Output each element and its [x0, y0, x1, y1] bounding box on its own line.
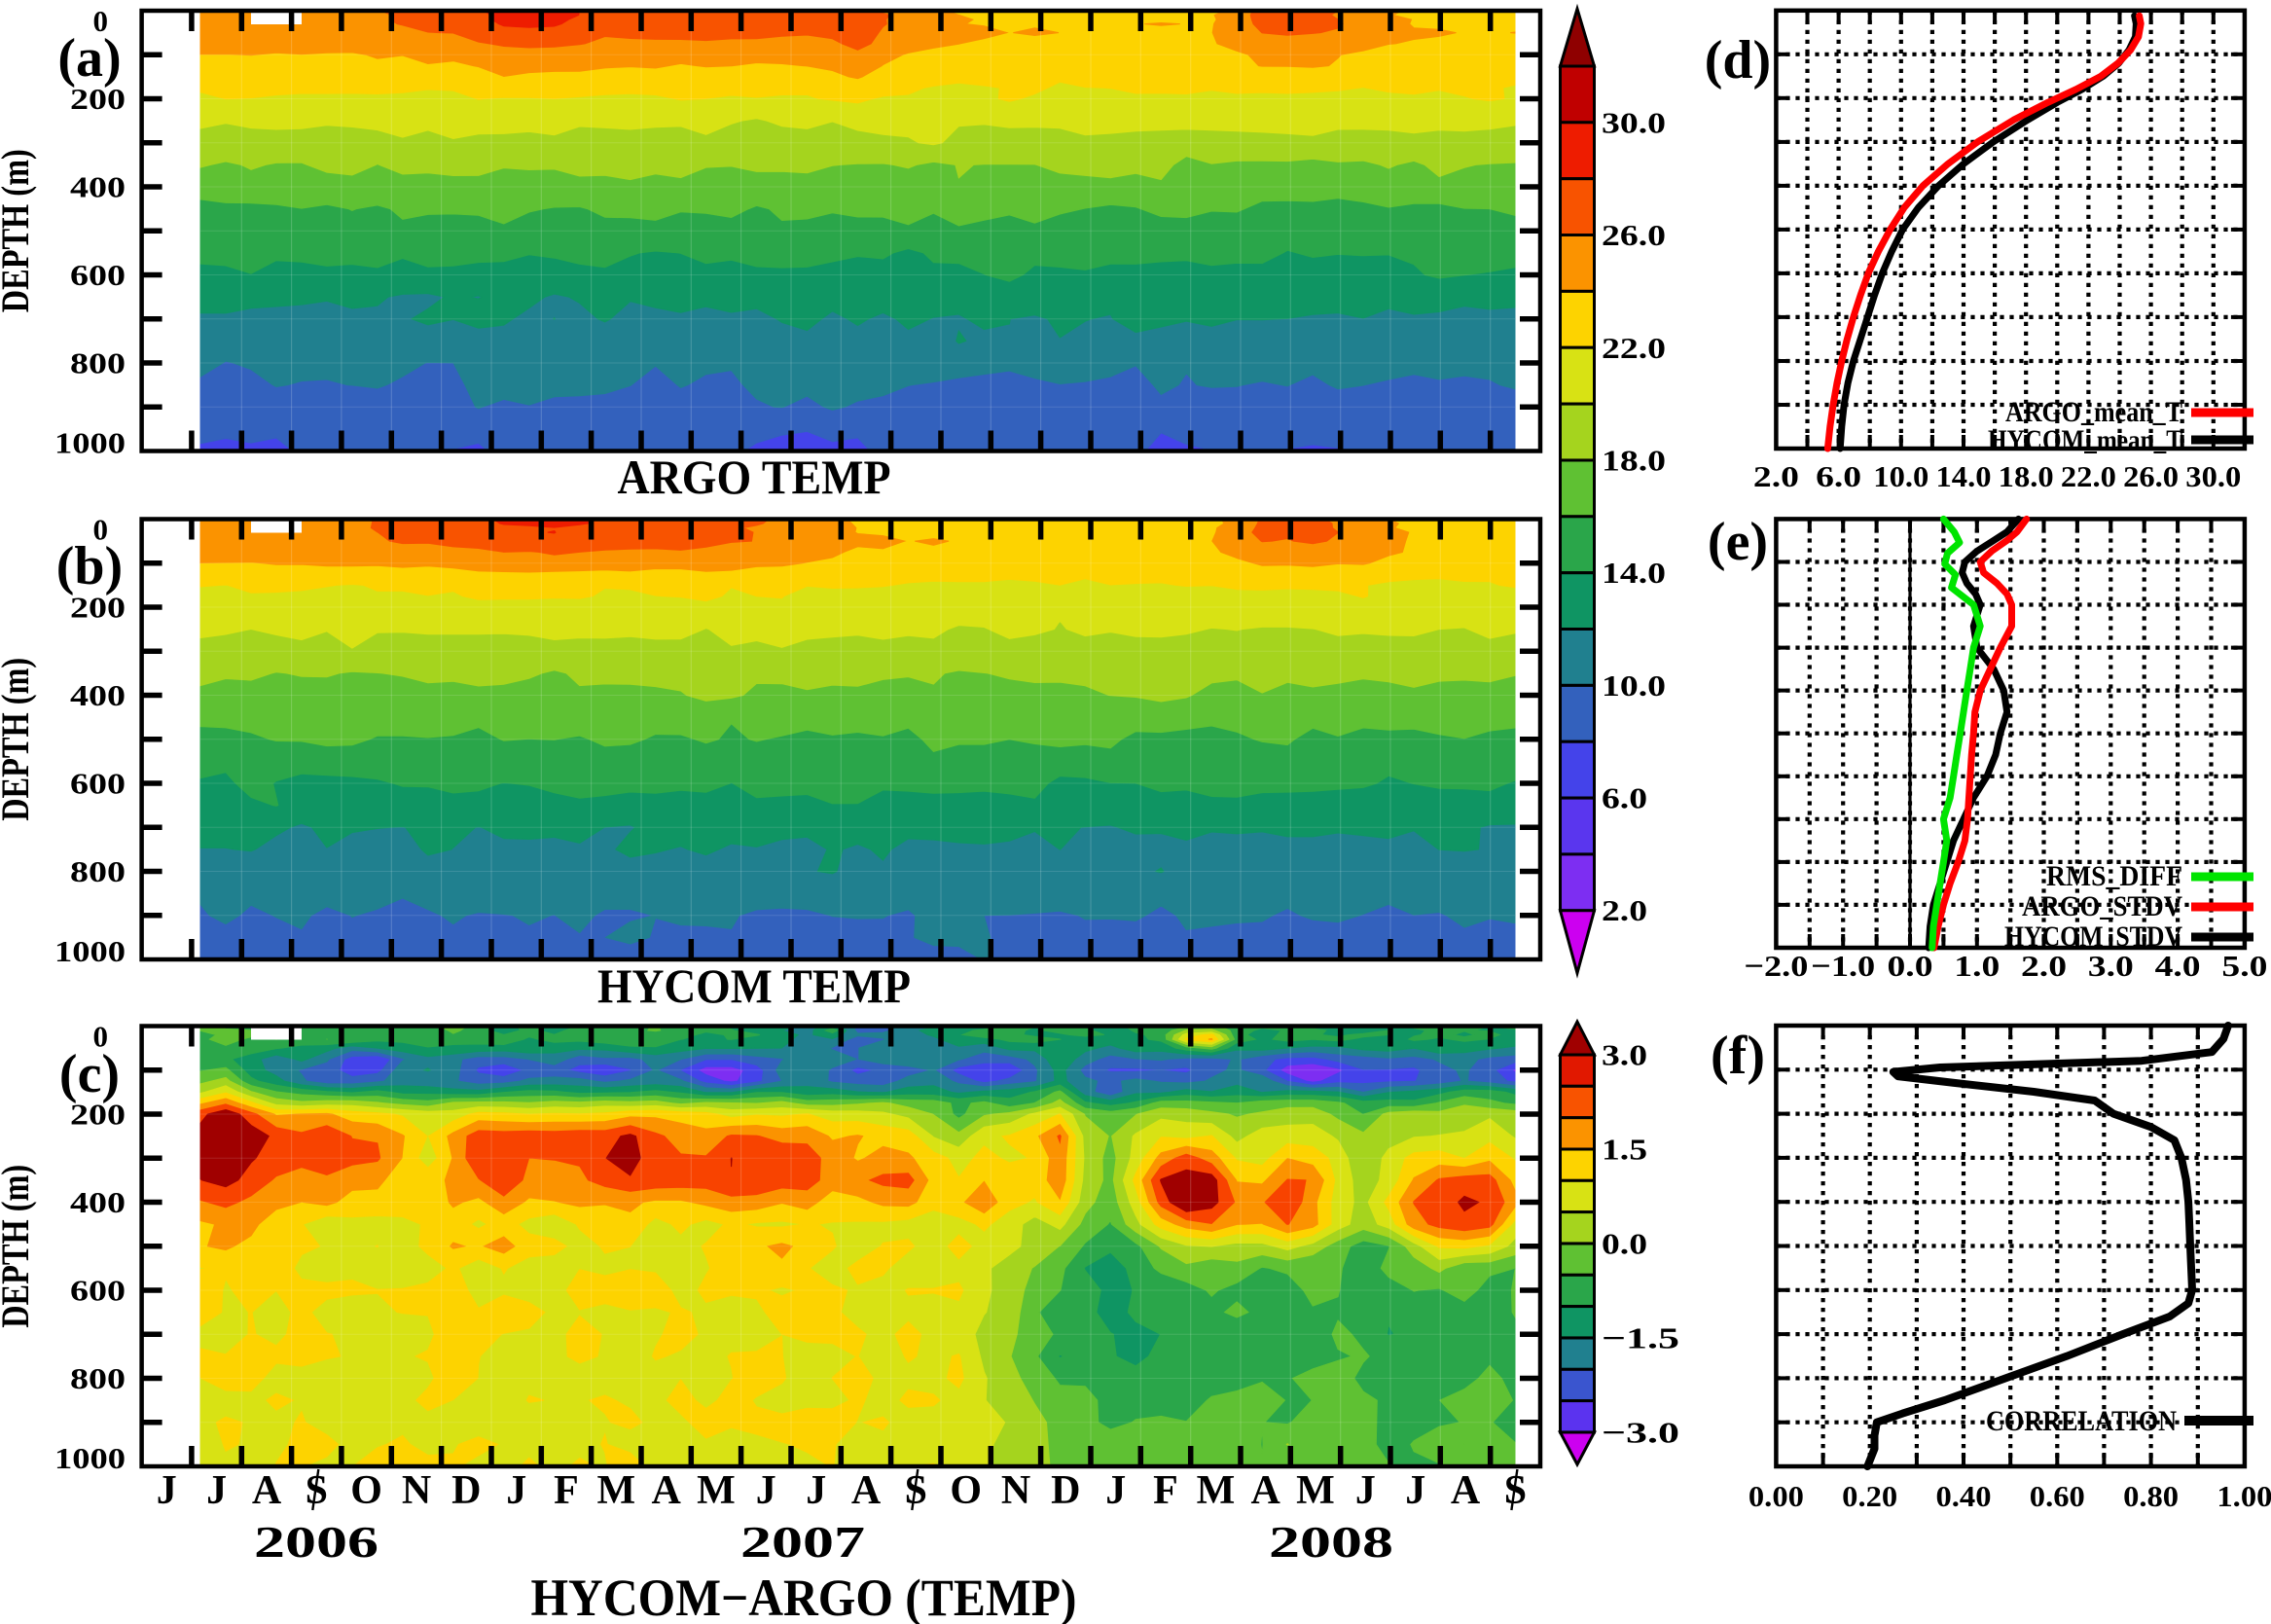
svg-text:DEPTH (m): DEPTH (m): [0, 1165, 37, 1328]
svg-text:J: J: [1355, 1468, 1376, 1513]
svg-text:3.0: 3.0: [1602, 1038, 1647, 1072]
svg-text:(f): (f): [1711, 1026, 1765, 1086]
svg-text:1.0: 1.0: [1954, 949, 2000, 983]
svg-text:26.0: 26.0: [1602, 218, 1666, 252]
svg-text:(b): (b): [56, 536, 123, 596]
svg-text:1.5: 1.5: [1602, 1133, 1647, 1167]
svg-text:M: M: [1197, 1468, 1236, 1513]
svg-text:M: M: [1296, 1468, 1335, 1513]
svg-text:0.00: 0.00: [1748, 1479, 1804, 1513]
svg-text:0: 0: [93, 513, 109, 547]
svg-text:22.0: 22.0: [2061, 459, 2116, 493]
svg-text:0.40: 0.40: [1936, 1479, 1992, 1513]
svg-text:600: 600: [70, 1274, 126, 1308]
svg-text:18.0: 18.0: [1602, 443, 1666, 477]
svg-text:ARGO TEMP: ARGO TEMP: [618, 450, 891, 504]
svg-text:400: 400: [70, 678, 126, 712]
svg-text:F: F: [1153, 1468, 1178, 1513]
svg-text:14.0: 14.0: [1936, 459, 1992, 493]
svg-text:−1.0: −1.0: [1811, 949, 1875, 983]
svg-text:−2.0: −2.0: [1744, 949, 1808, 983]
svg-text:DEPTH (m): DEPTH (m): [0, 658, 37, 821]
svg-text:200: 200: [70, 82, 126, 116]
svg-text:HYCOM TEMP: HYCOM TEMP: [597, 958, 911, 1013]
svg-text:2008: 2008: [1269, 1518, 1393, 1567]
svg-text:M: M: [596, 1468, 635, 1513]
svg-text:0.60: 0.60: [2030, 1479, 2085, 1513]
svg-text:2007: 2007: [740, 1518, 865, 1567]
svg-text:800: 800: [70, 854, 126, 888]
svg-text:DEPTH (m): DEPTH (m): [0, 149, 37, 312]
svg-text:2.0: 2.0: [2021, 949, 2067, 983]
svg-text:0: 0: [93, 1020, 109, 1054]
svg-text:6.0: 6.0: [1602, 781, 1647, 815]
svg-text:10.0: 10.0: [1602, 668, 1666, 703]
svg-text:A: A: [1451, 1468, 1481, 1513]
svg-text:D: D: [1051, 1468, 1080, 1513]
svg-text:D: D: [451, 1468, 481, 1513]
svg-text:ARGO_STDV: ARGO_STDV: [2022, 890, 2182, 922]
svg-text:RMS_DIFF: RMS_DIFF: [2046, 860, 2182, 892]
svg-text:(a): (a): [57, 28, 121, 89]
svg-text:6.0: 6.0: [1816, 459, 1861, 493]
svg-text:2006: 2006: [254, 1518, 378, 1567]
svg-text:2.0: 2.0: [1602, 893, 1647, 927]
svg-text:−3.0: −3.0: [1602, 1416, 1679, 1450]
svg-text:J: J: [806, 1468, 826, 1513]
svg-text:1000: 1000: [54, 426, 126, 460]
svg-text:800: 800: [70, 1361, 126, 1395]
svg-text:J: J: [506, 1468, 526, 1513]
svg-text:4.0: 4.0: [2155, 949, 2201, 983]
svg-text:F: F: [554, 1468, 579, 1513]
svg-text:A: A: [1251, 1468, 1281, 1513]
svg-text:N: N: [402, 1468, 431, 1513]
svg-text:M: M: [697, 1468, 736, 1513]
svg-text:(c): (c): [59, 1044, 120, 1104]
svg-text:10.0: 10.0: [1873, 459, 1929, 493]
svg-text:0: 0: [93, 4, 109, 38]
svg-text:CORRELATION: CORRELATION: [1986, 1405, 2177, 1437]
svg-text:3.0: 3.0: [2088, 949, 2134, 983]
svg-text:18.0: 18.0: [1999, 459, 2054, 493]
svg-text:A: A: [652, 1468, 682, 1513]
svg-text:1.00: 1.00: [2217, 1479, 2271, 1513]
svg-text:O: O: [350, 1468, 382, 1513]
svg-text:HYCOM_STDV: HYCOM_STDV: [2004, 920, 2182, 953]
svg-text:O: O: [950, 1468, 982, 1513]
svg-text:26.0: 26.0: [2123, 459, 2179, 493]
svg-text:2.0: 2.0: [1753, 459, 1799, 493]
svg-text:J: J: [206, 1468, 227, 1513]
svg-text:1000: 1000: [54, 1441, 126, 1475]
svg-text:J: J: [756, 1468, 776, 1513]
svg-text:0.0: 0.0: [1888, 949, 1933, 983]
svg-text:(d): (d): [1705, 30, 1771, 90]
svg-text:200: 200: [70, 591, 126, 625]
svg-text:600: 600: [70, 767, 126, 801]
svg-text:HYCOM−ARGO (TEMP): HYCOM−ARGO (TEMP): [531, 1569, 1077, 1624]
svg-text:0.0: 0.0: [1602, 1227, 1647, 1261]
svg-text:600: 600: [70, 258, 126, 292]
svg-text:A: A: [252, 1468, 282, 1513]
svg-text:0.80: 0.80: [2123, 1479, 2179, 1513]
svg-text:J: J: [1105, 1468, 1126, 1513]
svg-text:HYCOM_mean_T: HYCOM_mean_T: [1988, 424, 2182, 456]
svg-text:22.0: 22.0: [1602, 331, 1666, 365]
svg-text:14.0: 14.0: [1602, 556, 1666, 590]
svg-text:−1.5: −1.5: [1602, 1321, 1679, 1355]
svg-text:5.0: 5.0: [2221, 949, 2267, 983]
svg-text:30.0: 30.0: [1602, 105, 1666, 139]
svg-text:(e): (e): [1708, 512, 1768, 572]
svg-text:A: A: [851, 1468, 882, 1513]
svg-text:800: 800: [70, 346, 126, 380]
svg-text:30.0: 30.0: [2185, 459, 2241, 493]
svg-text:N: N: [1001, 1468, 1030, 1513]
svg-text:400: 400: [70, 1185, 126, 1219]
svg-text:J: J: [1405, 1468, 1425, 1513]
svg-text:400: 400: [70, 170, 126, 204]
svg-text:200: 200: [70, 1098, 126, 1132]
svg-text:0.20: 0.20: [1842, 1479, 1897, 1513]
svg-text:J: J: [157, 1468, 177, 1513]
svg-text:ARGO_mean_T: ARGO_mean_T: [2005, 396, 2182, 428]
svg-text:1000: 1000: [54, 934, 126, 968]
